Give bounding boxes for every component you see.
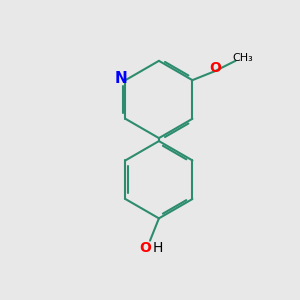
Text: O: O <box>140 241 152 255</box>
Text: O: O <box>209 61 221 75</box>
Text: CH₃: CH₃ <box>232 53 253 63</box>
Text: N: N <box>115 71 128 86</box>
Text: H: H <box>152 241 163 255</box>
